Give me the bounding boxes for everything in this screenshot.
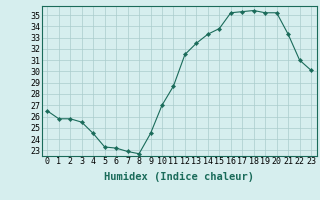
X-axis label: Humidex (Indice chaleur): Humidex (Indice chaleur): [104, 172, 254, 182]
